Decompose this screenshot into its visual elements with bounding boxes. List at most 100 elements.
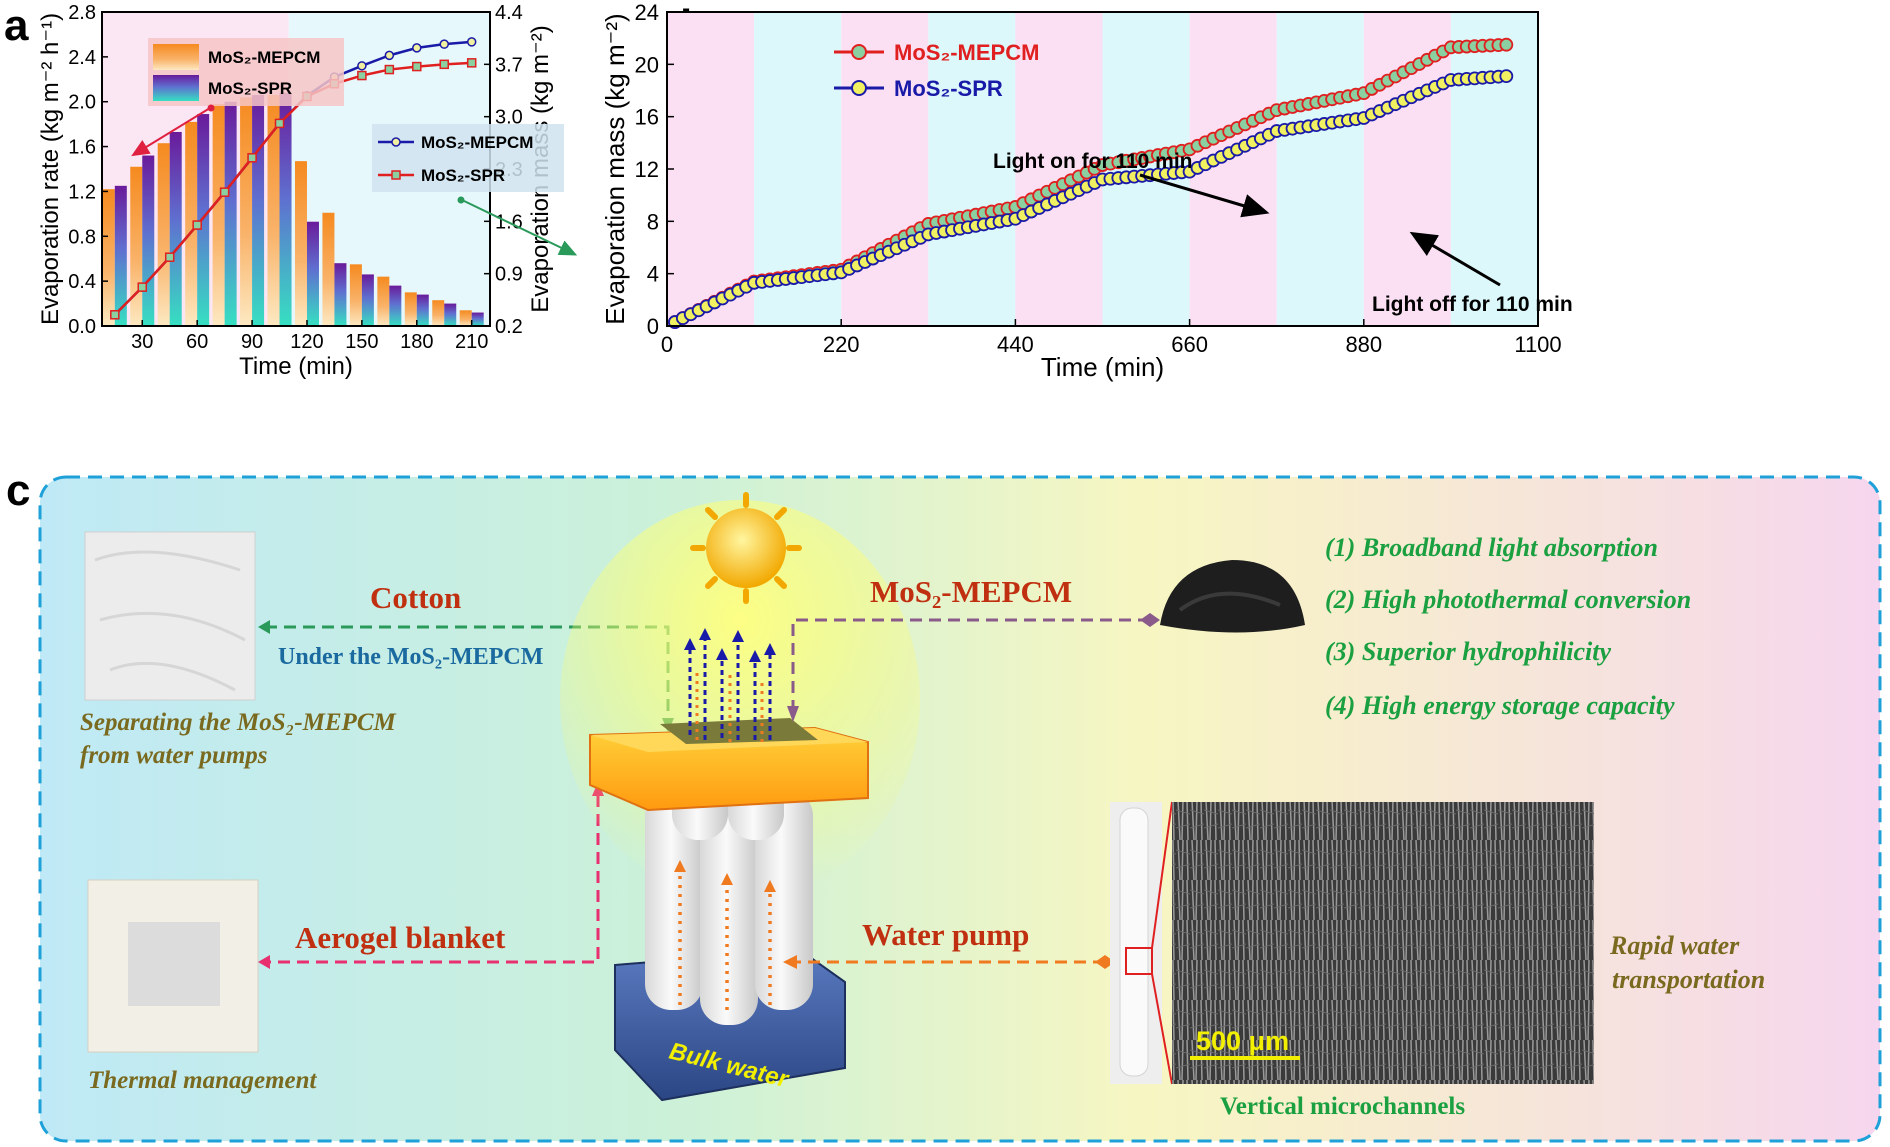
y-tick-label-right-a: 4.4 <box>495 2 523 24</box>
point-spr <box>247 153 257 163</box>
annotation-light-on: Light on for 110 min <box>993 150 1193 173</box>
vapor-arrows <box>684 628 776 742</box>
bar-mepcm <box>212 103 225 326</box>
x-axis-label-b: Time (min) <box>1041 352 1164 382</box>
point-mepcm <box>384 50 395 61</box>
bar-mepcm <box>377 276 390 326</box>
y-tick-label-right-a: 0.9 <box>495 264 523 286</box>
bar-spr <box>334 263 347 326</box>
arrow-to-right-axis <box>461 199 578 256</box>
bar-spr <box>142 155 155 326</box>
label-mepcm: MoS₂-MEPCM <box>870 574 1072 609</box>
aerogel-dashed-arrow <box>268 795 600 964</box>
bar-spr <box>306 221 319 326</box>
axes-b: 0 220 440 660 880 1100 0 4 8 12 16 20 24 Time (min) Ev… <box>600 0 1562 382</box>
feature-4: (4) High energy storage capacity <box>1325 691 1675 720</box>
mepcm-dashed-arrow <box>791 618 1150 712</box>
arrow-to-left-axis <box>131 107 211 157</box>
bar-mepcm <box>459 310 472 326</box>
bar-mepcm <box>432 300 445 326</box>
legend-label-mepcm-bar: MoS₂-MEPCM <box>208 48 320 67</box>
point-spr <box>412 61 422 72</box>
legend-marker-mepcm-b <box>851 44 867 60</box>
legend-swatch-mepcm-bar <box>153 44 199 70</box>
legend-marker-mepcm <box>391 137 401 147</box>
legend-marker-spr-b <box>851 80 867 96</box>
bar-mepcm <box>157 143 170 326</box>
bar-mepcm <box>130 166 143 326</box>
y-tick-label-right-a: 3.7 <box>495 54 523 76</box>
panel-label-a: a <box>4 1 29 50</box>
point-spr <box>466 58 477 68</box>
sun-icon <box>706 508 786 588</box>
feature-2: (2) High photothermal conversion <box>1325 585 1691 614</box>
scale-bar-label: 500 μm <box>1196 1026 1289 1056</box>
cotton-texture <box>94 550 246 692</box>
point-spr <box>192 220 202 230</box>
bar-mepcm <box>294 161 307 326</box>
arrow-light-off <box>1409 231 1501 287</box>
bar-spr <box>224 101 237 326</box>
point-spr-b <box>1499 69 1514 84</box>
x-tick-label-a: 60 <box>186 331 208 353</box>
panel-c: c Separating the MoS₂-MEPCM from water p… <box>6 466 1882 1143</box>
point-spr <box>439 59 449 70</box>
line-series-group <box>110 37 477 320</box>
point-mepcm <box>439 39 449 49</box>
x-tick-label-b: 0 <box>661 332 673 357</box>
arrow-origin-right <box>457 196 465 204</box>
y-tick-label-b: 16 <box>635 105 659 130</box>
cotton-arrow-head <box>258 620 270 634</box>
arrow-origin-left <box>207 104 215 112</box>
arrow-light-on <box>1139 173 1270 218</box>
feature-list: (1) Broadband light absorption (2) High … <box>1325 533 1691 720</box>
legend-label-mepcm-b: MoS₂-MEPCM <box>894 40 1039 65</box>
light-cycle-band <box>1450 12 1538 326</box>
y-tick-label-b: 0 <box>647 314 659 339</box>
bar-spr <box>169 131 182 326</box>
sem-image <box>1172 802 1594 1084</box>
point-spr <box>357 70 367 81</box>
bar-spr <box>361 274 374 326</box>
pump-rod <box>1119 807 1149 1077</box>
legend-label-spr-line: MoS₂-SPR <box>421 166 505 185</box>
aerogel-arrow-head <box>258 955 270 969</box>
mepcm-powder-photo <box>1160 560 1305 633</box>
bar-spr <box>444 303 457 326</box>
x-tick-label-a: 180 <box>400 331 433 353</box>
annotation-light-off: Light off for 110 min <box>1372 293 1573 316</box>
bar-mepcm <box>102 189 115 326</box>
bar-spr <box>197 114 210 326</box>
x-tick-label-a: 210 <box>455 331 488 353</box>
light-cycle-band <box>1276 12 1364 326</box>
x-tick-label-b: 660 <box>1171 332 1208 357</box>
line-series-group-b <box>668 37 1514 329</box>
label-cotton: Cotton <box>370 580 461 615</box>
legend-marker-spr <box>391 170 401 180</box>
bar-mepcm <box>267 94 280 326</box>
bar-spr <box>114 185 127 326</box>
x-tick-label-b: 880 <box>1345 332 1382 357</box>
legend-swatch-spr-bar <box>153 75 199 101</box>
bar-spr <box>252 94 265 326</box>
panel-label-c: c <box>6 466 30 515</box>
feature-3: (3) Superior hydrophilicity <box>1325 637 1611 666</box>
point-mepcm-b <box>1499 37 1514 52</box>
point-mepcm <box>357 61 367 71</box>
point-mepcm <box>412 43 422 53</box>
y-tick-label-b: 8 <box>647 209 659 234</box>
y-tick-label-left-a: 0.4 <box>68 271 96 293</box>
light-cycle-band <box>928 12 1016 326</box>
powder-texture <box>1178 591 1281 612</box>
y-tick-label-left-a: 1.2 <box>68 181 96 203</box>
y-tick-label-left-a: 2.4 <box>68 47 96 69</box>
bar-mepcm <box>404 292 417 326</box>
zoom-line-top <box>1151 801 1173 949</box>
bar-mepcm <box>322 212 335 326</box>
point-spr <box>219 187 230 197</box>
bar-series-group <box>102 92 484 327</box>
x-tick-label-b: 220 <box>823 332 860 357</box>
bar-spr <box>471 312 484 326</box>
